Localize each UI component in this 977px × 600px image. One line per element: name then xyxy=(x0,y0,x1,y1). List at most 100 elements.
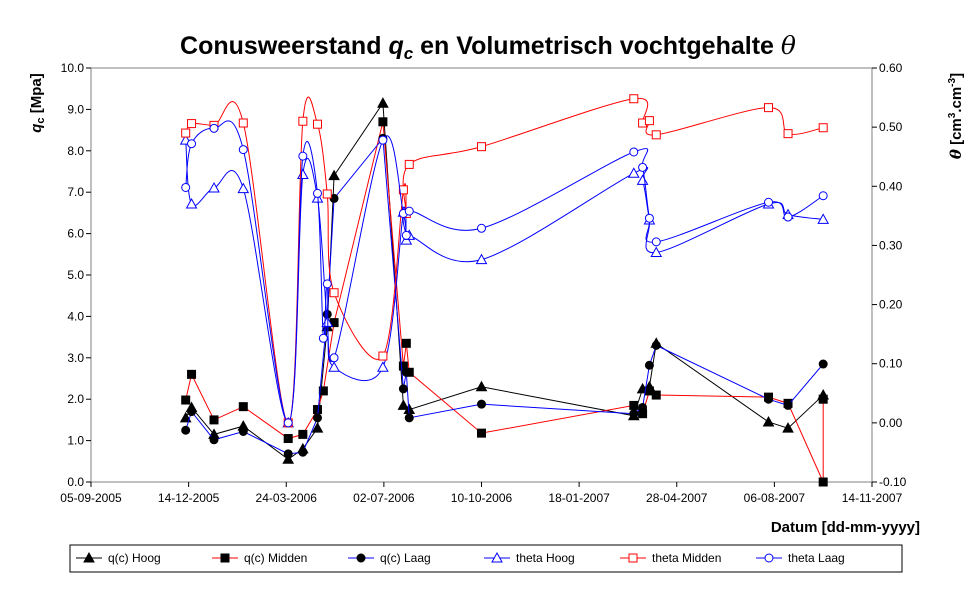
series-theta-midden xyxy=(181,94,828,428)
data-point xyxy=(627,167,640,178)
data-point xyxy=(377,361,389,372)
legend-marker xyxy=(220,553,230,563)
data-point xyxy=(209,435,219,445)
data-point xyxy=(378,351,388,361)
data-point xyxy=(322,189,332,199)
data-point xyxy=(404,159,414,169)
left-tick-label: 9.0 xyxy=(67,102,84,116)
data-point xyxy=(401,367,411,377)
data-point xyxy=(762,415,775,427)
data-point xyxy=(311,422,324,433)
data-point xyxy=(238,118,248,128)
right-tick-label: -0.10 xyxy=(879,475,907,489)
left-tick-label: 5.0 xyxy=(67,268,84,282)
data-point xyxy=(209,123,219,133)
legend-label: theta Laag xyxy=(788,551,845,565)
data-point xyxy=(329,353,339,363)
data-point xyxy=(377,97,389,108)
data-point xyxy=(283,434,293,444)
left-tick-label: 10.0 xyxy=(61,61,85,75)
data-point xyxy=(644,360,654,370)
data-point xyxy=(644,213,654,223)
data-point xyxy=(322,279,332,289)
right-tick-label: 0.20 xyxy=(879,298,903,312)
data-point xyxy=(401,230,411,240)
data-point xyxy=(817,213,830,224)
series-line xyxy=(185,121,824,483)
data-point xyxy=(398,384,408,394)
series-theta-laag xyxy=(181,120,828,428)
data-point xyxy=(209,415,219,425)
legend-marker xyxy=(764,553,774,563)
data-point xyxy=(282,453,295,464)
x-tick-label: 06-08-2007 xyxy=(744,491,806,505)
data-point xyxy=(181,182,191,192)
x-tick-label: 28-04-2007 xyxy=(646,491,708,505)
legend-item: q(c) Laag xyxy=(348,551,431,565)
data-point xyxy=(764,197,774,207)
x-axis: 05-09-2005 14-12-2005 24-03-2006 02-07-2006… xyxy=(60,482,903,505)
data-point xyxy=(187,369,197,379)
legend-marker xyxy=(83,551,95,563)
data-point xyxy=(629,147,639,157)
data-point xyxy=(818,394,828,404)
data-point xyxy=(298,116,308,126)
left-tick-label: 1.0 xyxy=(67,434,84,448)
legend-label: theta Midden xyxy=(652,551,721,565)
data-point xyxy=(298,429,308,439)
right-axis: -0.10 0.00 0.10 0.20 0.30 0.40 0.50 0.60 xyxy=(872,61,907,489)
data-point xyxy=(638,402,648,412)
legend-item: theta Hoog xyxy=(484,551,575,565)
data-point xyxy=(401,338,411,348)
legend-item: q(c) Hoog xyxy=(76,551,161,565)
legend-marker xyxy=(356,553,366,563)
data-point xyxy=(783,400,793,410)
legend-marker xyxy=(491,551,503,563)
data-point xyxy=(651,237,661,247)
data-point xyxy=(477,428,486,438)
left-tick-label: 6.0 xyxy=(67,227,84,241)
data-point xyxy=(187,139,197,149)
data-point xyxy=(187,119,197,129)
data-point xyxy=(328,169,340,181)
data-point xyxy=(818,191,828,201)
data-point xyxy=(404,206,414,216)
data-point xyxy=(298,447,308,457)
plot-area xyxy=(90,67,873,483)
data-point xyxy=(298,151,308,161)
data-point xyxy=(404,413,414,423)
data-point xyxy=(238,145,248,155)
data-point xyxy=(312,119,322,129)
data-point xyxy=(475,380,488,392)
x-tick-label: 05-09-2005 xyxy=(60,491,122,505)
left-axis: 0.0 1.0 2.0 3.0 4.0 5.0 6.0 7.0 8.0 9.0 10.0 xyxy=(61,61,91,489)
data-point xyxy=(651,340,661,350)
data-point xyxy=(329,288,339,298)
data-point xyxy=(312,413,322,423)
data-point xyxy=(818,359,828,369)
data-point xyxy=(181,128,191,138)
series-line xyxy=(185,101,824,460)
x-tick-label: 18-01-2007 xyxy=(548,491,610,505)
right-tick-label: 0.50 xyxy=(879,120,903,134)
data-point xyxy=(818,477,828,487)
data-point xyxy=(318,333,328,343)
data-point xyxy=(398,185,408,195)
data-point xyxy=(651,130,661,140)
legend-items: q(c) Hoog q(c) Midden q(c) Laag theta Hoog t… xyxy=(76,551,845,565)
legend-label: q(c) Midden xyxy=(244,551,307,565)
data-point xyxy=(185,197,198,209)
x-axis-label: Datum [dd-mm-yyyy] xyxy=(771,519,920,536)
series-q-c-laag xyxy=(181,133,828,459)
data-point xyxy=(312,405,322,415)
series-line xyxy=(185,140,824,424)
data-point xyxy=(783,129,793,139)
data-point xyxy=(237,182,250,194)
data-point xyxy=(644,116,654,126)
data-point xyxy=(629,409,639,419)
data-point xyxy=(477,399,486,409)
data-point xyxy=(238,402,248,412)
legend-label: q(c) Laag xyxy=(380,551,431,565)
data-point xyxy=(208,182,220,193)
